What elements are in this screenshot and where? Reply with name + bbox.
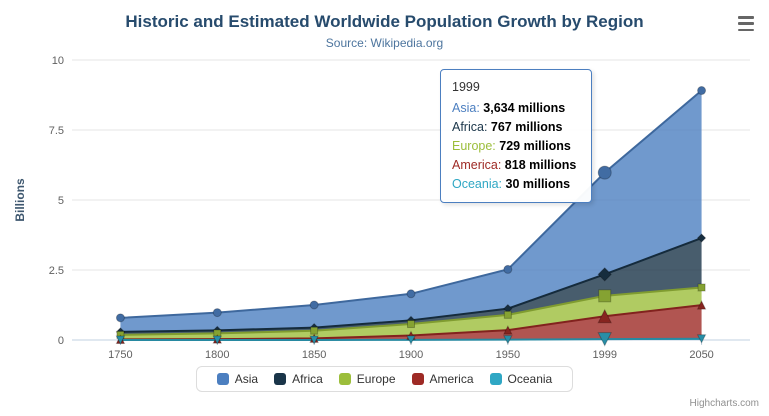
legend-label: Europe bbox=[356, 372, 396, 386]
marker-europe-1850[interactable] bbox=[310, 326, 319, 335]
y-axis-tick-label: 10 bbox=[52, 55, 64, 67]
y-axis-tick-label: 5 bbox=[58, 195, 64, 207]
marker-europe-2050[interactable] bbox=[697, 283, 706, 292]
legend-swatch-icon bbox=[216, 373, 229, 385]
marker-europe-1900[interactable] bbox=[407, 320, 415, 329]
y-axis-tick-label: 0 bbox=[58, 335, 64, 347]
tooltip-row-america: America: 818 millions bbox=[452, 158, 577, 172]
y-axis-tick-label: 2.5 bbox=[49, 265, 64, 277]
marker-africa-2050[interactable] bbox=[696, 233, 707, 243]
legend-item-asia[interactable]: Asia bbox=[216, 372, 259, 386]
x-axis-tick-label: 1900 bbox=[399, 349, 423, 361]
legend-item-africa[interactable]: Africa bbox=[274, 372, 323, 386]
chart-subtitle: Source: Wikipedia.org bbox=[325, 36, 444, 50]
tooltip: 1999 Asia: 3,634 millions Africa: 767 mil… bbox=[440, 69, 592, 203]
marker-asia-1950[interactable] bbox=[503, 264, 513, 274]
credits-link[interactable]: Highcharts.com bbox=[689, 398, 759, 409]
legend-item-europe[interactable]: Europe bbox=[338, 372, 396, 386]
marker-oceania-2050[interactable] bbox=[696, 334, 707, 344]
marker-asia-1800[interactable] bbox=[212, 308, 222, 318]
marker-asia-2050[interactable] bbox=[697, 86, 707, 96]
hamburger-icon bbox=[738, 22, 754, 25]
legend-swatch-icon bbox=[338, 373, 351, 385]
tooltip-header: 1999 bbox=[452, 80, 480, 94]
x-axis-tick-label: 1999 bbox=[592, 349, 616, 361]
legend-swatch-icon bbox=[411, 373, 424, 385]
hamburger-icon bbox=[738, 16, 754, 19]
legend-wrap: Asia Africa Europe America Oceania bbox=[0, 366, 769, 392]
legend-label: Asia bbox=[234, 372, 259, 386]
marker-africa-1999[interactable] bbox=[597, 267, 612, 282]
y-axis-title: Billions bbox=[13, 178, 27, 222]
marker-europe-1999[interactable] bbox=[598, 289, 612, 303]
x-axis-tick-label: 1850 bbox=[302, 349, 326, 361]
x-axis-tick-label: 2050 bbox=[689, 349, 713, 361]
legend-label: Oceania bbox=[507, 372, 553, 386]
legend-item-oceania[interactable]: Oceania bbox=[489, 372, 553, 386]
marker-europe-1950[interactable] bbox=[503, 310, 512, 319]
marker-asia-1999[interactable] bbox=[597, 165, 612, 180]
tooltip-row-europe: Europe: 729 millions bbox=[452, 139, 571, 153]
legend-swatch-icon bbox=[489, 373, 502, 385]
y-axis-tick-label: 7.5 bbox=[49, 125, 64, 137]
marker-america-1999[interactable] bbox=[597, 308, 613, 324]
tooltip-row-asia: Asia: 3,634 millions bbox=[452, 101, 566, 115]
context-menu-button[interactable] bbox=[735, 15, 757, 32]
marker-oceania-1900[interactable] bbox=[406, 335, 416, 345]
marker-asia-1900[interactable] bbox=[406, 289, 416, 299]
legend-label: Africa bbox=[292, 372, 323, 386]
area-asia[interactable] bbox=[120, 90, 702, 332]
marker-asia-1750[interactable] bbox=[115, 313, 125, 323]
marker-america-1950[interactable] bbox=[503, 325, 513, 335]
legend-label: America bbox=[429, 372, 474, 386]
marker-america-2050[interactable] bbox=[696, 299, 707, 310]
area-america[interactable] bbox=[120, 305, 702, 340]
legend-swatch-icon bbox=[274, 373, 287, 385]
x-axis-tick-label: 1950 bbox=[496, 349, 520, 361]
marker-oceania-1850[interactable] bbox=[309, 335, 319, 346]
marker-oceania-1950[interactable] bbox=[503, 335, 513, 345]
x-axis-tick-label: 1800 bbox=[205, 349, 229, 361]
tooltip-row-africa: Africa: 767 millions bbox=[452, 120, 563, 134]
hamburger-icon bbox=[738, 28, 754, 31]
marker-oceania-1800[interactable] bbox=[212, 335, 223, 346]
marker-oceania-1750[interactable] bbox=[115, 335, 126, 346]
marker-asia-1850[interactable] bbox=[309, 300, 319, 310]
area-africa[interactable] bbox=[120, 238, 702, 335]
legend: Asia Africa Europe America Oceania bbox=[195, 366, 574, 392]
legend-item-america[interactable]: America bbox=[411, 372, 474, 386]
tooltip-rows: Asia: 3,634 millions Africa: 767 millions… bbox=[452, 99, 580, 194]
tooltip-row-oceania: Oceania: 30 millions bbox=[452, 177, 571, 191]
chart-title: Historic and Estimated Worldwide Populat… bbox=[125, 12, 644, 31]
x-axis-tick-label: 1750 bbox=[108, 349, 132, 361]
marker-oceania-1999[interactable] bbox=[597, 332, 613, 347]
